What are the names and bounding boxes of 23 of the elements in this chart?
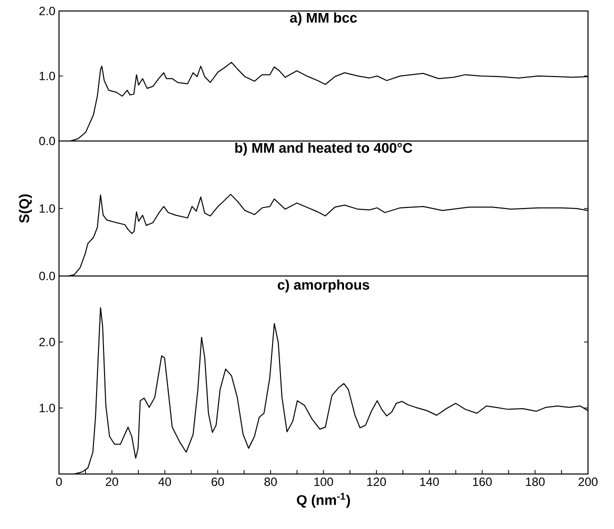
y-tick-label: 2.0	[39, 338, 56, 346]
y-tick-label: 0.0	[39, 272, 56, 280]
y-tick-label: 1.0	[40, 404, 56, 412]
y-tick-label: 0.0	[39, 136, 56, 146]
x-tick-label: 0	[56, 478, 62, 486]
x-tick-label: 120	[367, 478, 386, 486]
x-tick-label: 60	[212, 478, 224, 486]
x-axis-title: Q (nm$^{-1}$)	[296, 492, 350, 508]
chart-title: c) amorphous	[278, 279, 370, 293]
y-axis-title: S(Q)	[18, 194, 32, 223]
x-tick-label: 100	[314, 478, 334, 486]
x-tick-label: 180	[526, 478, 545, 486]
y-tick-label: 1.0	[40, 72, 56, 80]
y-tick-label: 2.0	[39, 6, 56, 16]
x-tick-label: 140	[420, 478, 439, 486]
x-tick-label: 80	[264, 478, 277, 486]
x-tick-label: 160	[473, 478, 492, 486]
chart-title: b) MM and heated to 400°C	[235, 142, 412, 156]
x-tick-label: 200	[578, 478, 598, 486]
x-tick-label: 40	[158, 478, 172, 486]
x-tick-label: 20	[106, 478, 118, 486]
chart-title: a) MM bcc	[290, 12, 357, 26]
y-tick-label: 1.0	[40, 204, 56, 213]
